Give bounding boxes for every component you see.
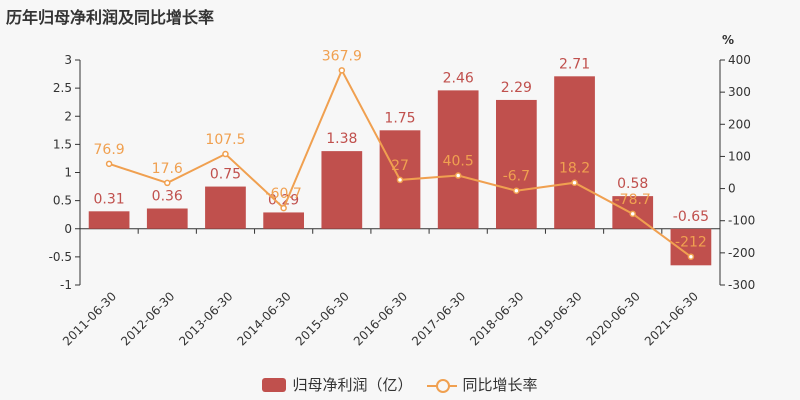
- growth-point[interactable]: [222, 150, 229, 158]
- bar[interactable]: [263, 212, 304, 229]
- bar-value-label: 0.58: [617, 176, 648, 192]
- bar[interactable]: [146, 208, 188, 229]
- bar-value-label: 0.75: [210, 167, 241, 183]
- x-tick-label: 2020-06-30: [584, 289, 643, 348]
- growth-point[interactable]: [396, 176, 404, 184]
- y-left-tick-label: 1.5: [53, 137, 72, 151]
- y-right-tick-label: 400: [728, 53, 751, 67]
- x-tick-label: 2011-06-30: [60, 289, 119, 348]
- legend-label-growth: 同比增长率: [462, 376, 538, 394]
- bar[interactable]: [554, 76, 595, 229]
- legend-item-growth[interactable]: 同比增长率: [426, 374, 538, 395]
- legend: 归母净利润（亿） 同比增长率: [0, 374, 800, 395]
- growth-value-label: -6.7: [503, 169, 530, 185]
- x-tick-label: 2014-06-30: [235, 289, 294, 348]
- y-right-unit-label: %: [722, 33, 734, 47]
- growth-value-label: 18.2: [559, 161, 590, 177]
- growth-value-label: -78.7: [615, 192, 651, 208]
- x-tick-label: 2017-06-30: [409, 289, 468, 348]
- x-tick-label: 2015-06-30: [293, 289, 352, 348]
- y-left-tick-label: -1: [60, 278, 72, 292]
- bar[interactable]: [496, 99, 537, 229]
- bar-value-label: 1.75: [384, 110, 415, 126]
- bar-value-label: -0.65: [673, 209, 709, 225]
- y-right-tick-label: -100: [728, 214, 755, 228]
- growth-point[interactable]: [687, 253, 695, 260]
- bar[interactable]: [88, 211, 130, 229]
- growth-point[interactable]: [338, 67, 346, 74]
- y-right-tick-label: -200: [728, 246, 755, 260]
- growth-point[interactable]: [629, 210, 636, 218]
- bar-value-label: 1.38: [326, 131, 357, 147]
- growth-value-label: -212: [675, 235, 707, 251]
- y-right-tick-label: -300: [728, 278, 755, 292]
- x-tick-label: 2021-06-30: [642, 289, 701, 348]
- bar-value-label: 0.29: [268, 192, 299, 208]
- x-tick-label: 2016-06-30: [351, 289, 410, 348]
- growth-point[interactable]: [164, 179, 171, 187]
- x-tick-label: 2018-06-30: [467, 289, 526, 348]
- chart-title: 历年归母净利润及同比增长率: [6, 8, 215, 27]
- x-tick-label: 2019-06-30: [525, 289, 584, 348]
- growth-value-label: 17.6: [152, 161, 183, 177]
- bar-value-label: 0.36: [152, 189, 183, 205]
- bar-value-label: 2.29: [501, 80, 532, 96]
- growth-value-label: 76.9: [94, 142, 125, 158]
- y-right-tick-label: 100: [728, 149, 751, 163]
- growth-point[interactable]: [105, 160, 113, 168]
- legend-item-profit[interactable]: 归母净利润（亿）: [262, 374, 413, 395]
- bar-value-label: 2.46: [443, 70, 474, 86]
- growth-point[interactable]: [280, 204, 287, 212]
- legend-label-profit: 归母净利润（亿）: [292, 376, 413, 394]
- y-left-tick-label: 0: [64, 222, 72, 236]
- bar[interactable]: [321, 151, 363, 229]
- y-left-tick-label: 3: [64, 53, 72, 67]
- growth-value-label: 40.5: [443, 154, 474, 170]
- y-left-tick-label: -0.5: [49, 250, 72, 264]
- growth-value-label: 107.5: [205, 132, 245, 148]
- growth-value-label: 27: [391, 158, 409, 174]
- y-left-tick-label: 2: [64, 109, 72, 123]
- legend-swatch-line-icon: [426, 378, 457, 393]
- y-left-tick-label: 2.5: [53, 81, 72, 95]
- y-right-tick-label: 300: [728, 85, 751, 99]
- legend-swatch-bar-icon: [262, 377, 287, 392]
- y-left-tick-label: 1: [64, 166, 72, 180]
- y-right-tick-label: 0: [728, 182, 736, 196]
- growth-value-label: 367.9: [322, 48, 362, 64]
- x-tick-label: 2013-06-30: [176, 289, 235, 348]
- bar-value-label: 0.31: [94, 191, 125, 207]
- y-right-tick-label: 200: [728, 117, 751, 131]
- y-left-tick-label: 0.5: [53, 194, 72, 208]
- bar[interactable]: [205, 186, 246, 229]
- bar[interactable]: [437, 90, 479, 229]
- x-tick-label: 2012-06-30: [118, 289, 177, 348]
- growth-point[interactable]: [454, 172, 462, 179]
- bar-value-label: 2.71: [559, 56, 590, 72]
- growth-point[interactable]: [571, 179, 578, 186]
- growth-value-label: -60.7: [266, 186, 302, 202]
- growth-point[interactable]: [513, 187, 520, 194]
